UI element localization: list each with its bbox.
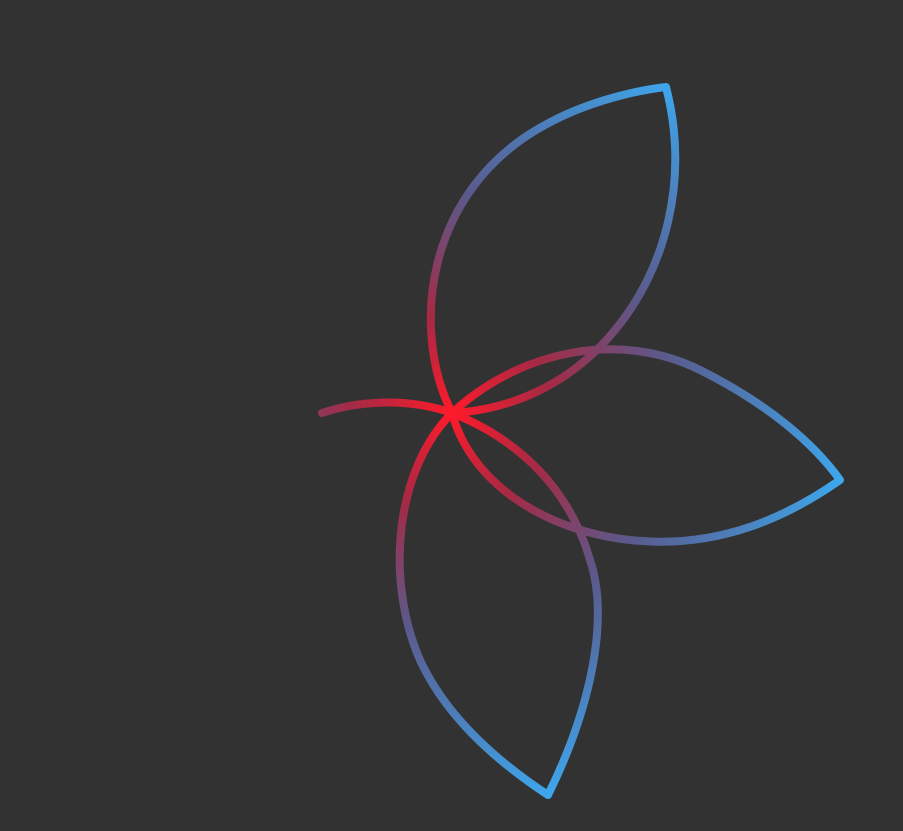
flower-stem [318,398,456,417]
lower-petal [395,409,602,799]
right-petal [448,345,844,546]
upper-petal [426,83,680,417]
